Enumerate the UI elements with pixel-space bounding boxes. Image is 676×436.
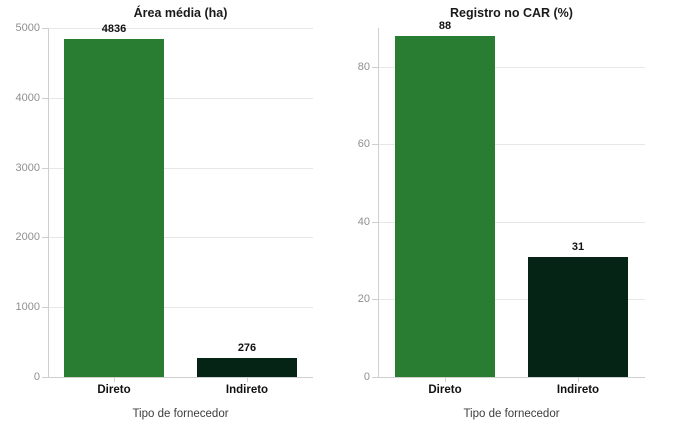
gridline	[378, 222, 645, 223]
x-axis-line	[48, 377, 313, 378]
bar-indireto	[528, 257, 628, 377]
bar-value-label: 276	[237, 342, 257, 354]
y-axis-tick	[372, 299, 378, 300]
gridline	[48, 28, 313, 29]
gridline	[48, 307, 313, 308]
x-axis-tick	[114, 378, 115, 382]
bar-direto	[64, 39, 164, 377]
y-tick-label: 0	[363, 371, 370, 383]
gridline	[378, 299, 645, 300]
gridline	[378, 67, 645, 68]
x-axis-caption: Tipo de fornecedor	[132, 408, 229, 420]
y-axis-tick	[42, 307, 48, 308]
bar-value-label: 31	[571, 241, 585, 253]
y-axis-tick	[42, 98, 48, 99]
y-tick-label: 1000	[15, 301, 40, 313]
y-axis-tick	[372, 377, 378, 378]
y-axis-line	[378, 28, 379, 377]
y-tick-label: 3000	[15, 162, 40, 174]
x-axis-tick	[578, 378, 579, 382]
y-tick-label: 20	[357, 293, 370, 305]
gridline	[48, 98, 313, 99]
y-axis-tick	[42, 168, 48, 169]
y-tick-label: 0	[33, 371, 40, 383]
y-axis-line	[48, 28, 49, 377]
y-tick-label: 40	[357, 216, 370, 228]
bar-value-label: 88	[438, 20, 452, 32]
bar-value-label: 4836	[101, 23, 127, 35]
y-axis-tick	[42, 377, 48, 378]
y-axis-tick	[372, 222, 378, 223]
bar-indireto	[197, 358, 297, 377]
y-axis-tick	[372, 67, 378, 68]
x-axis-caption: Tipo de fornecedor	[463, 408, 560, 420]
bar-direto	[395, 36, 495, 377]
gridline	[378, 144, 645, 145]
y-tick-label: 2000	[15, 231, 40, 243]
category-label-indireto: Indireto	[556, 384, 600, 396]
chart-title: Registro no CAR (%)	[450, 6, 573, 20]
x-axis-line	[378, 377, 645, 378]
gridline	[48, 168, 313, 169]
y-tick-label: 60	[357, 138, 370, 150]
y-axis-tick	[372, 144, 378, 145]
x-axis-tick	[445, 378, 446, 382]
y-tick-label: 5000	[15, 22, 40, 34]
y-tick-label: 80	[357, 61, 370, 73]
category-label-direto: Direto	[97, 384, 131, 396]
x-axis-tick	[247, 378, 248, 382]
category-label-indireto: Indireto	[225, 384, 269, 396]
chart-title: Área média (ha)	[133, 6, 228, 20]
y-axis-tick	[42, 28, 48, 29]
y-axis-tick	[42, 237, 48, 238]
y-tick-label: 4000	[15, 92, 40, 104]
category-label-direto: Direto	[428, 384, 462, 396]
gridline	[48, 237, 313, 238]
